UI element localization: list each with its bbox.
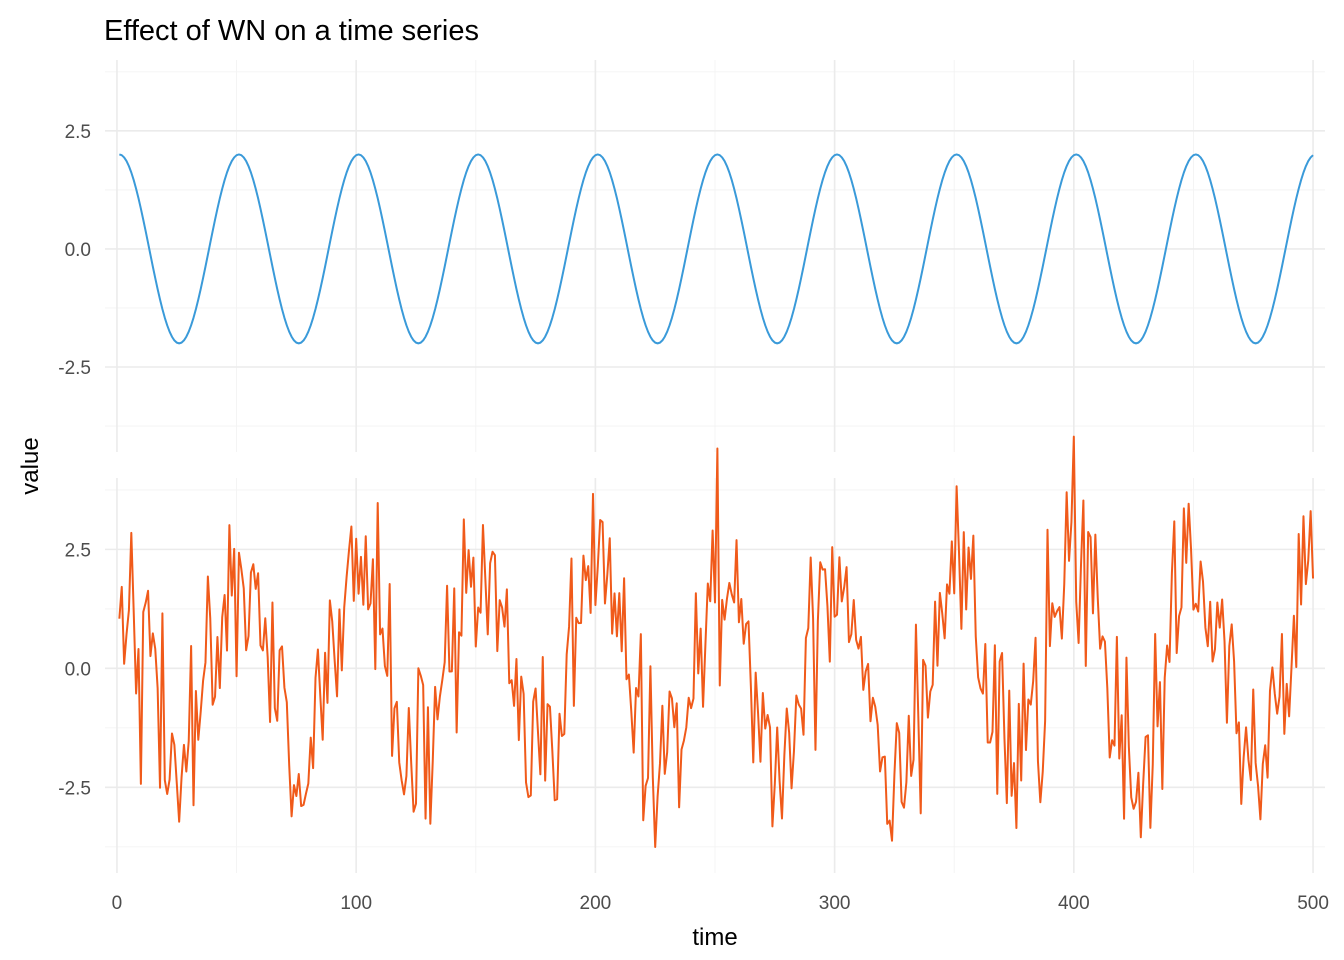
x-tick-label: 100	[340, 893, 372, 914]
panel-top: -2.5 0.0 2.5	[58, 60, 1325, 452]
y-tick-label: -2.5	[58, 358, 91, 379]
x-tick-label: 200	[580, 893, 612, 914]
x-axis-title: time	[692, 924, 737, 951]
grid-top	[105, 60, 1325, 452]
x-tick-label: 500	[1297, 893, 1329, 914]
y-tick-label: -2.5	[58, 778, 91, 799]
y-ticks-bottom: -2.5 0.0 2.5	[58, 540, 91, 799]
y-tick-label: 2.5	[65, 122, 91, 143]
series-bottom	[118, 435, 1315, 848]
y-tick-label: 2.5	[65, 540, 91, 561]
panel-bottom: -2.5 0.0 2.5	[58, 435, 1325, 873]
x-tick-label: 0	[112, 893, 123, 914]
y-tick-label: 0.0	[65, 240, 91, 261]
y-axis-title: value	[17, 437, 44, 494]
series-line-panel-2	[118, 435, 1315, 848]
chart-title: Effect of WN on a time series	[104, 15, 479, 47]
y-ticks-top: -2.5 0.0 2.5	[58, 122, 91, 379]
x-tick-label: 400	[1058, 893, 1090, 914]
y-tick-label: 0.0	[65, 659, 91, 680]
x-axis: 0 100 200 300 400 500	[112, 893, 1329, 914]
series-line-panel-1	[119, 153, 1314, 345]
x-tick-label: 300	[819, 893, 851, 914]
series-top	[119, 153, 1314, 345]
